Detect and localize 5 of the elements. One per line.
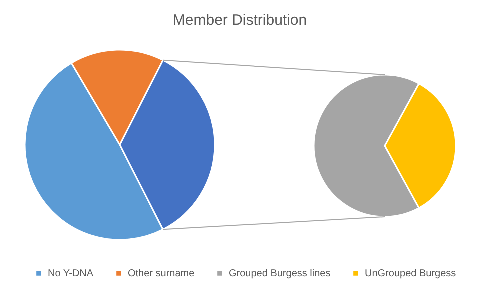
legend-label: Grouped Burgess lines	[229, 268, 331, 280]
legend-label: Other surname	[128, 268, 196, 280]
chart-title: Member Distribution	[172, 12, 308, 29]
legend-label: No Y-DNA	[48, 268, 94, 280]
legend-label: UnGrouped Burgess	[365, 268, 456, 280]
